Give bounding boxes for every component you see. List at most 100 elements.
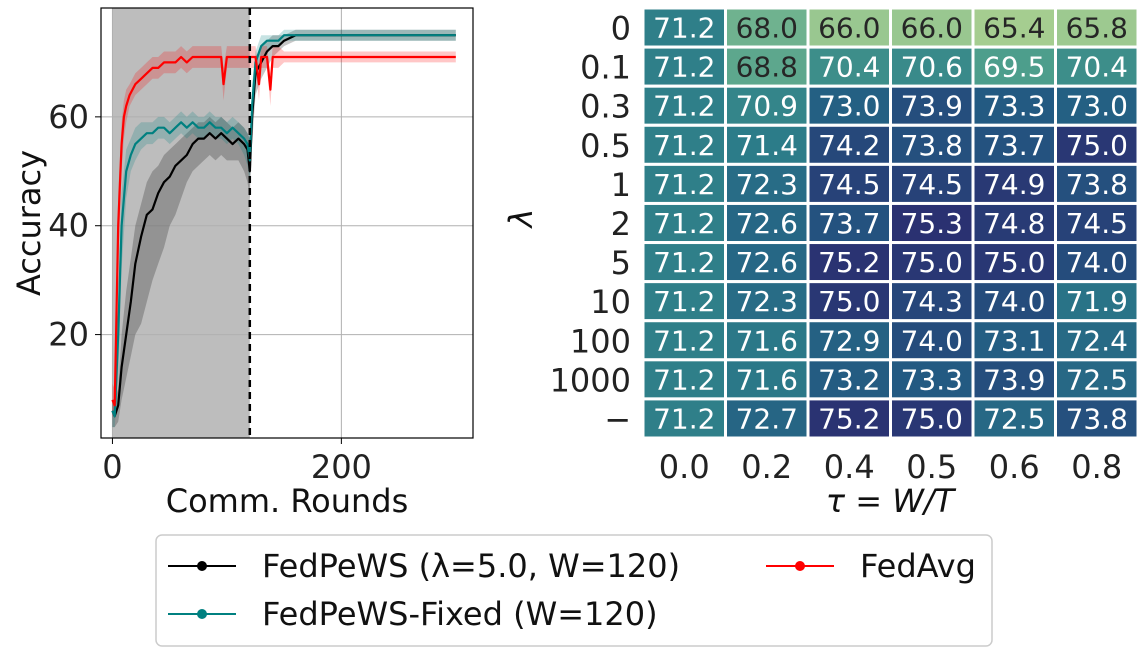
heatmap-cell	[1054, 45, 1140, 88]
heatmap-cell-label: 75.2	[818, 402, 880, 435]
legend-item: FedAvg	[766, 547, 976, 585]
heatmap-cell-label: 72.7	[736, 402, 798, 435]
heatmap-cell	[641, 241, 727, 284]
heatmap-cell	[724, 123, 810, 166]
heatmap-cell	[971, 397, 1057, 440]
heatmap-cell	[889, 6, 975, 49]
heatmap-cell-label: 71.2	[653, 129, 715, 162]
heatmap-x-axis-label: τ = W/T	[826, 482, 957, 520]
tick-labels: 0 200 20 40 60	[48, 98, 372, 486]
heatmap-cell-label: 69.5	[983, 51, 1045, 84]
heatmap-cell-label: 68.8	[736, 51, 798, 84]
heatmap-y-tick-label: −	[604, 400, 631, 438]
heatmap-cell-label: 71.2	[653, 12, 715, 45]
confidence-bands	[112, 29, 456, 428]
heatmap-cell-label: 73.0	[1066, 90, 1128, 123]
legend-item: FedPeWS-Fixed (W=120)	[168, 595, 658, 633]
y-tick-label: 60	[48, 98, 89, 136]
heatmap-cell	[1054, 84, 1140, 127]
legend-marker-fedpews-fixed	[197, 609, 207, 619]
heatmap-y-axis-label: λ	[502, 209, 540, 230]
legend-marker-fedavg	[795, 561, 805, 571]
legend-label-fedpews: FedPeWS (λ=5.0, W=120)	[262, 547, 680, 585]
heatmap-cell-label: 73.8	[1066, 168, 1128, 201]
heatmap-cell	[889, 319, 975, 362]
y-tick-label: 20	[48, 316, 89, 354]
plot-frame	[100, 7, 474, 439]
heatmap-cell	[641, 123, 727, 166]
heatmap-cell-label: 66.0	[818, 12, 880, 45]
heatmap-cell-label: 65.4	[983, 12, 1045, 45]
heatmap-cell-label: 74.8	[983, 207, 1045, 240]
y-tick-label: 40	[48, 207, 89, 245]
heatmap-cell-label: 75.0	[818, 285, 880, 318]
heatmap-cell	[806, 201, 892, 245]
heatmap-cell-label: 73.9	[983, 363, 1045, 396]
heatmap-y-tick-label: 0.1	[580, 49, 631, 87]
heatmap-cell	[971, 45, 1057, 88]
heatmap-cell	[1054, 241, 1140, 284]
x-tick-label: 200	[311, 448, 372, 486]
heatmap-cell-label: 74.9	[983, 168, 1045, 201]
heatmap-cell-label: 70.9	[736, 90, 798, 123]
heatmap-cell-label: 68.0	[736, 12, 798, 45]
heatmap-cell-label: 74.5	[901, 168, 963, 201]
heatmap-cell	[1054, 162, 1140, 205]
heatmap-cell	[806, 45, 892, 88]
heatmap-cell-label: 75.0	[901, 402, 963, 435]
legend-item: FedPeWS (λ=5.0, W=120)	[168, 547, 680, 585]
heatmap-cell-label: 72.9	[818, 324, 880, 357]
heatmap-cell-label: 73.8	[901, 129, 963, 162]
heatmap-y-tick-label: 0.3	[580, 88, 631, 126]
legend-marker-fedpews	[197, 561, 207, 571]
series-line-1	[111, 34, 456, 418]
heatmap-cell-label: 72.3	[736, 168, 798, 201]
heatmap-cell	[724, 319, 810, 362]
heatmap-cell-label: 73.7	[983, 129, 1045, 162]
heatmap-cell-label: 73.2	[818, 363, 880, 396]
heatmap-cell-label: 70.6	[901, 51, 963, 84]
series-band-1	[112, 29, 456, 428]
heatmap-cell-label: 71.2	[653, 363, 715, 396]
heatmap-y-tick-label: 100	[570, 322, 631, 360]
heatmap-cell	[724, 280, 810, 323]
heatmap-cell-label: 71.6	[736, 363, 798, 396]
heatmap-cell	[971, 84, 1057, 127]
heatmap-cell-label: 71.2	[653, 402, 715, 435]
heatmap-cells: 71.2 68.0 66.0 66.0 65.4 65.8 71.2 68.8 70.4 70.6…	[641, 6, 1140, 440]
heatmap-cell-label: 74.5	[1066, 207, 1128, 240]
heatmap-cell-label: 71.9	[1066, 285, 1128, 318]
heatmap-cell-label: 75.0	[983, 246, 1045, 279]
series-lines	[111, 34, 456, 418]
heatmap-cell-label: 71.2	[653, 168, 715, 201]
heatmap-cell-label: 71.2	[653, 90, 715, 123]
heatmap-x-tick-label: 0.5	[906, 448, 957, 486]
heatmap-cell	[806, 84, 892, 127]
heatmap-cell-label: 74.0	[983, 285, 1045, 318]
series-band-0	[112, 29, 456, 428]
heatmap-cell	[971, 319, 1057, 362]
y-axis-label: Accuracy	[10, 150, 48, 296]
x-tick-label: 0	[102, 448, 122, 486]
heatmap-cell-label: 74.3	[901, 285, 963, 318]
heatmap-cell-label: 71.2	[653, 246, 715, 279]
heatmap-cell-label: 71.2	[653, 207, 715, 240]
heatmap-cell-label: 75.2	[818, 246, 880, 279]
heatmap-cell-label: 71.6	[736, 324, 798, 357]
heatmap-cell-label: 74.2	[818, 129, 880, 162]
heatmap-cell-label: 74.0	[1066, 246, 1128, 279]
heatmap-cell-label: 72.6	[736, 207, 798, 240]
heatmap-x-tick-label: 0.2	[741, 448, 792, 486]
heatmap-y-tick-label: 0.5	[580, 127, 631, 165]
heatmap-x-tick-label: 0.0	[659, 448, 710, 486]
heatmap-cell	[971, 358, 1057, 401]
heatmap-cell-label: 73.0	[818, 90, 880, 123]
heatmap-x-tick-label: 0.8	[1071, 448, 1122, 486]
heatmap-cell	[1054, 397, 1140, 440]
heatmap-cell-label: 72.3	[736, 285, 798, 318]
heatmap-cell-label: 75.0	[1066, 129, 1128, 162]
legend-label-fedpews-fixed: FedPeWS-Fixed (W=120)	[262, 595, 658, 633]
shaded-region	[112, 8, 250, 438]
